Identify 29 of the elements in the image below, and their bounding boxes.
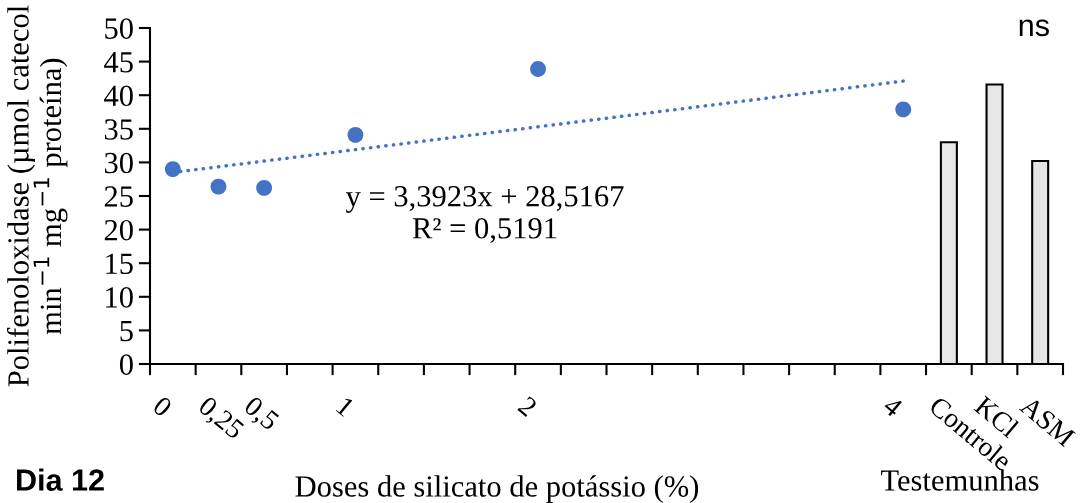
- y-tick-label: 45: [104, 52, 133, 73]
- point: [210, 178, 227, 195]
- point: [895, 101, 912, 118]
- x-tick-label: 0: [151, 395, 174, 418]
- point: [256, 180, 273, 196]
- y-tick-label: 30: [104, 152, 133, 174]
- text: Testemunhas: [881, 469, 1039, 491]
- x-axis-title: Doses de silicato de potássio (%): [295, 475, 699, 503]
- y-tick-label: 50: [105, 18, 133, 39]
- y-tick-label: 10: [106, 287, 133, 308]
- y-tick-label: 15: [106, 253, 133, 275]
- annotation: ns: [1019, 19, 1049, 37]
- x-tick-label: 0,25: [195, 395, 246, 443]
- annotation: y = 3,3923x + 28,5167 R² = 0,5191: [345, 185, 624, 244]
- x-tick-label: 4: [882, 395, 904, 418]
- y-axis-title: Polifenoloxidase (µmol catecol min$^{−1}$ mg$^{−1}$ proteína): [6, 5, 68, 387]
- x-tick-label: 1: [335, 396, 356, 417]
- point: [164, 161, 181, 178]
- x-tick-label: 2: [517, 395, 538, 417]
- y-tick-label: 35: [104, 119, 133, 140]
- text: Dia 12: [17, 468, 104, 491]
- y-tick-label: 40: [104, 85, 133, 107]
- y-tick-label: 5: [120, 320, 133, 342]
- y-tick-label: 25: [104, 186, 133, 207]
- point: [530, 61, 546, 77]
- y-tick-label: 20: [104, 219, 133, 241]
- point: [347, 126, 364, 143]
- y-tick-label: 0: [119, 354, 133, 375]
- x-tick-label: ASM: [1018, 395, 1076, 448]
